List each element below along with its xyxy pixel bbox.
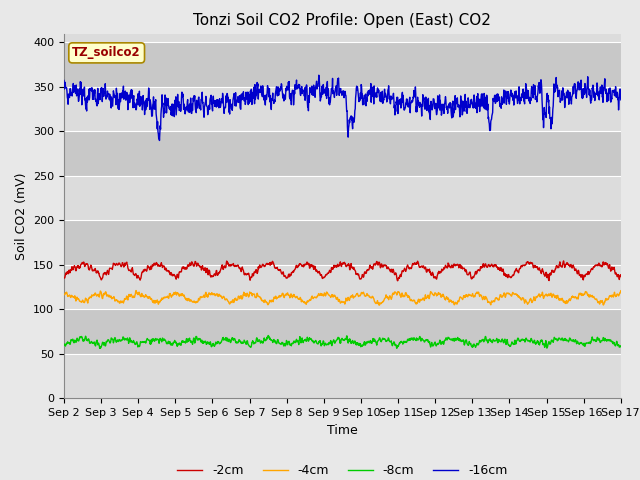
-8cm	[96, 346, 104, 351]
-4cm	[318, 291, 326, 297]
-8cm	[264, 333, 272, 338]
-8cm	[104, 338, 111, 344]
-4cm	[376, 302, 383, 308]
Bar	[64, 220, 621, 265]
-16cm	[156, 138, 163, 144]
-8cm	[378, 338, 385, 344]
-2cm	[296, 261, 304, 266]
-8cm	[308, 339, 316, 345]
-2cm	[377, 264, 385, 270]
-4cm	[103, 293, 111, 299]
Title: Tonzi Soil CO2 Profile: Open (East) CO2: Tonzi Soil CO2 Profile: Open (East) CO2	[193, 13, 492, 28]
-2cm	[126, 267, 134, 273]
-4cm	[60, 292, 68, 298]
-16cm	[126, 100, 134, 106]
-8cm	[319, 341, 326, 347]
Bar	[64, 43, 621, 87]
-16cm	[60, 78, 68, 84]
-2cm	[308, 262, 316, 268]
Bar	[64, 310, 621, 354]
-2cm	[318, 274, 326, 279]
-4cm	[126, 292, 134, 298]
-2cm	[394, 278, 401, 284]
-4cm	[308, 293, 316, 299]
-16cm	[378, 96, 385, 102]
-4cm	[297, 295, 305, 301]
-8cm	[297, 340, 305, 346]
-2cm	[60, 275, 68, 281]
-4cm	[617, 288, 625, 294]
Line: -16cm: -16cm	[64, 75, 621, 141]
Bar	[64, 132, 621, 176]
Line: -8cm: -8cm	[64, 336, 621, 348]
X-axis label: Time: Time	[327, 424, 358, 437]
-2cm	[617, 272, 625, 278]
Y-axis label: Soil CO2 (mV): Soil CO2 (mV)	[15, 172, 28, 260]
-16cm	[319, 92, 326, 97]
-4cm	[132, 288, 140, 293]
-4cm	[378, 300, 385, 306]
-16cm	[103, 94, 111, 100]
Text: TZ_soilco2: TZ_soilco2	[72, 47, 141, 60]
-8cm	[617, 344, 625, 349]
Line: -2cm: -2cm	[64, 261, 621, 281]
-8cm	[60, 342, 68, 348]
-16cm	[308, 92, 316, 97]
Legend: -2cm, -4cm, -8cm, -16cm: -2cm, -4cm, -8cm, -16cm	[172, 459, 513, 480]
Line: -4cm: -4cm	[64, 290, 621, 305]
-16cm	[617, 97, 625, 103]
-8cm	[126, 338, 134, 344]
-16cm	[315, 72, 323, 78]
-2cm	[560, 258, 568, 264]
-2cm	[103, 269, 111, 275]
-16cm	[297, 93, 305, 98]
